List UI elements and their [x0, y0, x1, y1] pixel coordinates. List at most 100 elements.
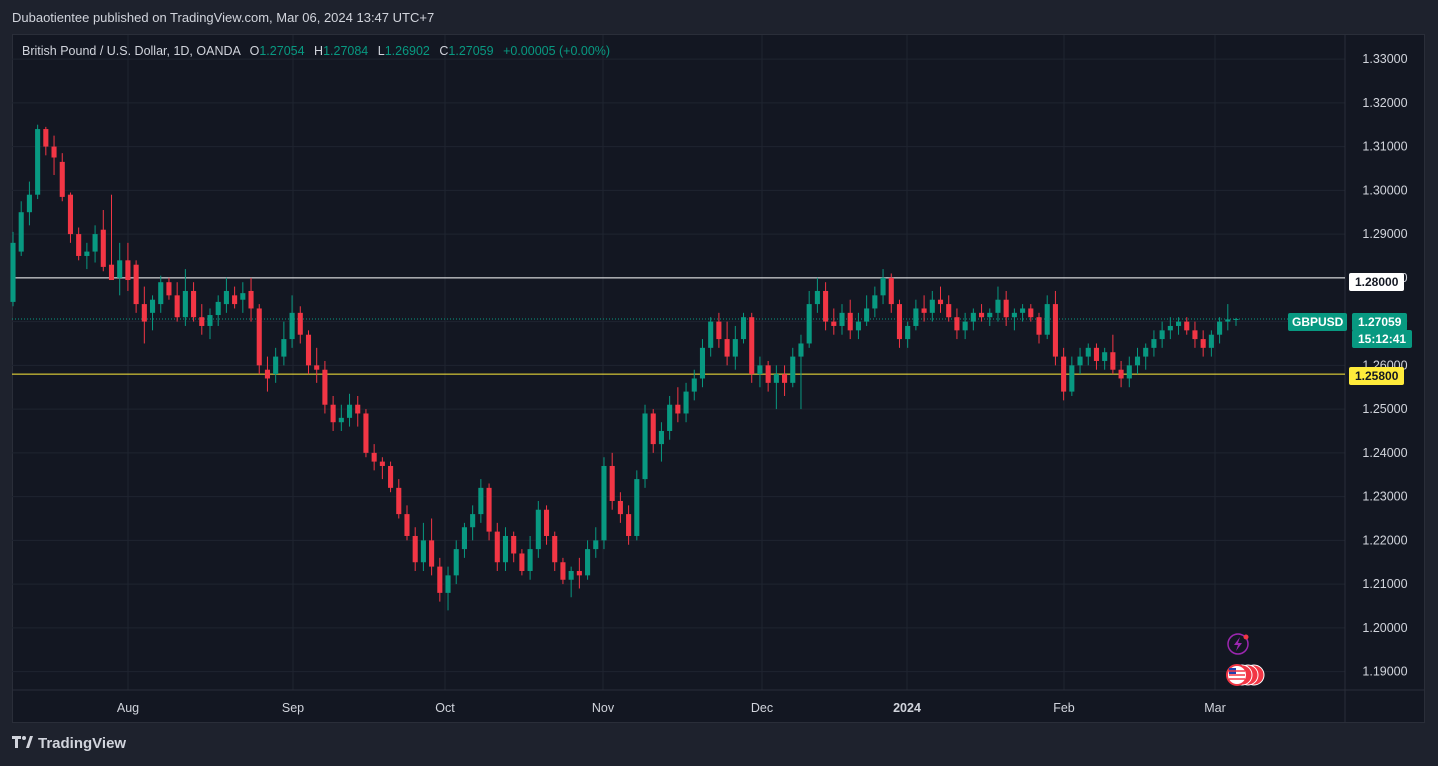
candle-body	[158, 282, 164, 305]
candle-body	[576, 570, 582, 576]
candle-body	[18, 212, 24, 252]
candle-body	[1200, 339, 1206, 348]
candle-body	[691, 378, 697, 392]
candle-body	[420, 540, 426, 563]
candle-body	[289, 312, 295, 340]
notification-dot	[1243, 634, 1249, 640]
chart-pane[interactable]	[12, 34, 1425, 723]
candle-body	[855, 321, 861, 331]
candle-body	[732, 339, 738, 357]
candle-body	[552, 535, 558, 563]
candle-body	[946, 304, 952, 318]
y-tick-label: 1.21000	[1362, 577, 1407, 591]
candle-body	[1159, 330, 1165, 340]
candle-body	[314, 365, 320, 370]
candle-body	[1233, 319, 1239, 321]
candle-body	[773, 374, 779, 383]
candle-body	[388, 465, 394, 488]
candle-body	[404, 514, 410, 536]
candle-body	[1011, 312, 1017, 318]
legend-low-value: 1.26902	[384, 44, 430, 58]
candle-body	[1077, 356, 1083, 366]
candle-body	[207, 315, 213, 326]
candle-body	[494, 531, 500, 563]
candle-body	[133, 264, 139, 305]
legend-low-label: L	[377, 44, 385, 58]
candle-body	[642, 413, 648, 480]
y-tick-label: 1.22000	[1362, 533, 1407, 547]
candle-body	[10, 242, 16, 302]
candle-body	[880, 277, 886, 296]
y-tick-label: 1.30000	[1362, 183, 1407, 197]
candle-body	[585, 549, 591, 576]
candle-body	[1052, 304, 1058, 357]
candle-body	[305, 334, 312, 366]
candle-body	[954, 317, 960, 331]
candle-body	[273, 356, 279, 375]
legend-close-value: 1.27059	[448, 44, 494, 58]
candle-body	[749, 317, 755, 375]
x-tick-label: Feb	[1053, 701, 1075, 715]
candle-body	[823, 290, 829, 322]
candle-body	[1175, 321, 1182, 326]
y-tick-label: 1.29000	[1362, 227, 1407, 241]
support-price-tag: 1.25800	[1349, 367, 1405, 385]
candle-body	[256, 308, 262, 366]
candle-body	[560, 562, 566, 580]
candle-body	[1044, 304, 1050, 335]
publish-info: Dubaotientee published on TradingView.co…	[12, 10, 435, 25]
lightning-glyph	[1234, 637, 1242, 651]
candle-body	[396, 487, 402, 515]
candle-body	[330, 404, 336, 423]
candle-body	[995, 299, 1001, 313]
legend-open-label: O	[249, 44, 260, 58]
candle-body	[215, 301, 221, 316]
y-tick-label: 1.19000	[1362, 665, 1407, 679]
candle-body	[667, 404, 673, 431]
candle-body	[1225, 319, 1231, 322]
candle-body	[1020, 308, 1026, 313]
countdown-tag: 15:12:41	[1352, 330, 1413, 348]
candle-body	[765, 365, 771, 383]
candle-body	[527, 549, 533, 571]
tradingview-logo[interactable]: TradingView	[12, 735, 126, 752]
candle-body	[117, 260, 123, 278]
symbol-tag: GBPUSD	[1288, 313, 1348, 331]
candle-body	[240, 293, 246, 300]
candle-body	[26, 194, 32, 213]
candle-body	[626, 514, 632, 536]
footer-brand: TradingView	[38, 735, 127, 752]
y-tick-label: 1.23000	[1362, 490, 1407, 504]
last-price-tag: 1.27059	[1352, 313, 1408, 331]
lightning-icon	[1227, 633, 1249, 655]
candle-body	[1061, 356, 1067, 392]
candle-body	[1192, 330, 1198, 340]
legend-title: British Pound / U.S. Dollar, 1D, OANDA	[22, 44, 241, 58]
candle-body	[182, 290, 188, 318]
candle-body	[1134, 356, 1141, 366]
candle-body	[1143, 347, 1149, 357]
candle-body	[970, 312, 976, 322]
candle-body	[634, 479, 640, 536]
candle-body	[437, 566, 443, 593]
candle-body	[412, 535, 418, 563]
candle-body	[43, 129, 49, 147]
candle-body	[979, 312, 985, 318]
candle-body	[1093, 347, 1100, 361]
candle-body	[921, 308, 927, 313]
y-tick-label: 1.32000	[1362, 96, 1407, 110]
candle-body	[535, 509, 541, 550]
candle-body	[149, 299, 156, 313]
candle-body	[1036, 317, 1042, 335]
candle-body	[248, 290, 254, 309]
candle-body	[740, 317, 747, 340]
candle-body	[798, 343, 804, 357]
candle-body	[888, 277, 894, 305]
candle-body	[108, 264, 115, 281]
candle-body	[1085, 347, 1091, 357]
candle-body	[470, 514, 476, 528]
candle-body	[1102, 352, 1108, 361]
candle-body	[1151, 339, 1157, 348]
candle-body	[1110, 352, 1116, 370]
